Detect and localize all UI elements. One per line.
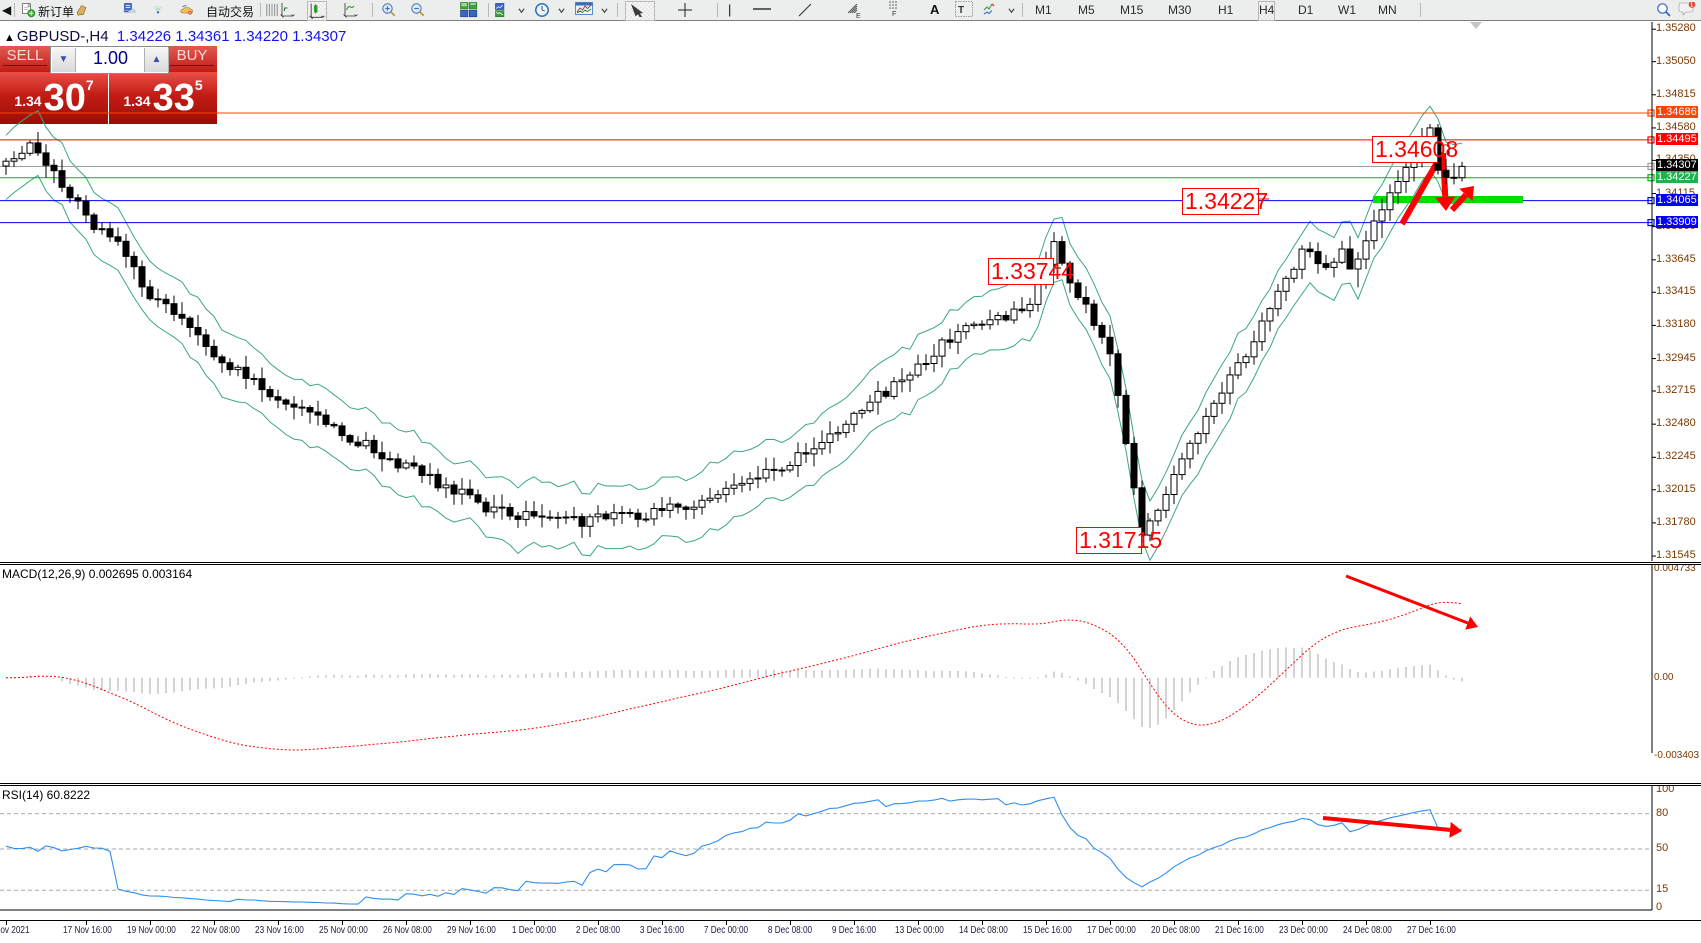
svg-text:T: T <box>958 5 964 16</box>
svg-text:1: 1 <box>1690 2 1693 8</box>
svg-text:F: F <box>892 11 896 17</box>
svg-text:E: E <box>856 13 861 19</box>
